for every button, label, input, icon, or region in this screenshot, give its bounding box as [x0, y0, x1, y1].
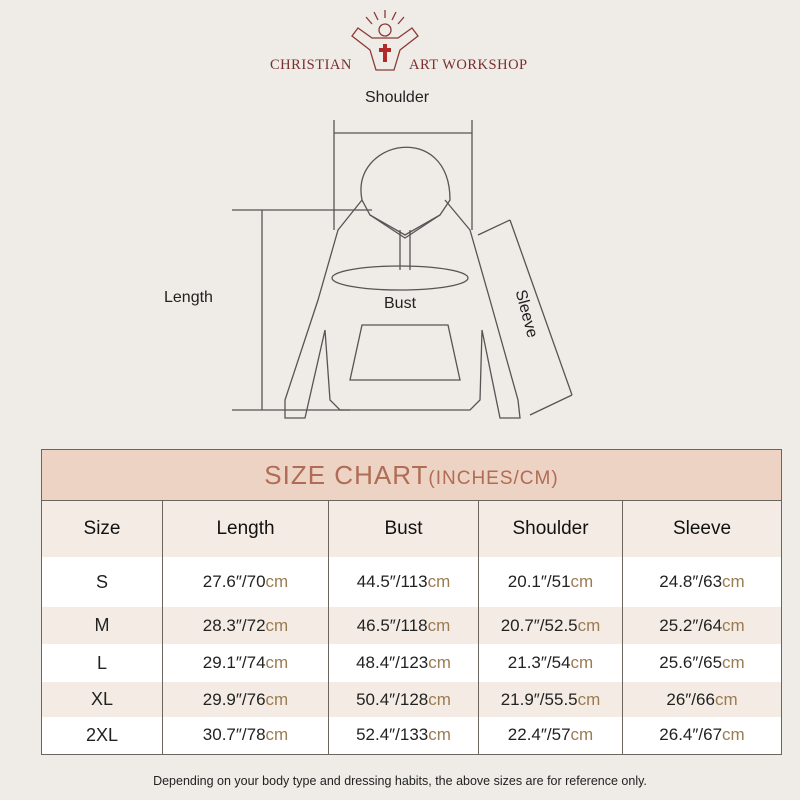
measurement-value: 20.7″/52.5 [500, 615, 578, 635]
measurement-value: 21.9″/55.5 [500, 689, 578, 709]
unit-cm: cm [722, 653, 745, 672]
unit-cm: cm [570, 725, 594, 745]
unit-cm: cm [265, 653, 289, 672]
brand-name-right: ART WORKSHOP [409, 57, 528, 73]
footer-note: Depending on your body type and dressing… [153, 774, 647, 788]
measurement-cell: 25.6″/65cm [622, 644, 782, 682]
unit-cm: cm [265, 689, 289, 709]
unit-cm: cm [265, 572, 289, 591]
measurement-cell: 30.7″/78cm [162, 717, 329, 754]
measurement-value: 25.2″/64 [659, 615, 723, 635]
measurement-cell: 52.4″/133cm [328, 717, 479, 754]
measurement-cell: 25.2″/64cm [622, 607, 782, 644]
unit-cm: cm [722, 615, 745, 635]
size-chart-table: SIZE CHART(INCHES/CM) Size Length Bust Shou… [41, 449, 782, 755]
measurement-value: 27.6″/70 [202, 572, 266, 591]
column-header: Shoulder [478, 500, 623, 557]
measurement-cell: 21.9″/55.5cm [478, 682, 623, 717]
column-header: Size [41, 500, 163, 557]
table-row: XL 29.9″/76cm 50.4″/128cm 21.9″/55.5cm 26″/6… [41, 682, 782, 717]
unit-cm: cm [570, 572, 594, 591]
table-row: L 29.1″/74cm 48.4″/123cm 21.3″/54cm 25.6″/65… [41, 644, 782, 682]
measurement-cell: 26.4″/67cm [622, 717, 782, 754]
measurement-value: 28.3″/72 [202, 615, 266, 635]
size-cell: L [41, 644, 163, 682]
measurement-cell: 48.4″/123cm [328, 644, 479, 682]
bust-label: Bust [384, 295, 417, 312]
measurement-cell: 26″/66cm [622, 682, 782, 717]
size-cell: S [41, 557, 163, 607]
measurement-value: 29.9″/76 [202, 689, 266, 709]
unit-cm: cm [428, 653, 451, 672]
shoulder-label: Shoulder [365, 89, 430, 106]
table-row: 2XL 30.7″/78cm 52.4″/133cm 22.4″/57cm 26.4″/… [41, 717, 782, 754]
measurement-value: 30.7″/78 [202, 725, 266, 745]
length-label: Length [164, 289, 213, 306]
measurement-value: 21.3″/54 [507, 653, 571, 672]
measurement-cell: 28.3″/72cm [162, 607, 329, 644]
measurement-cell: 29.9″/76cm [162, 682, 329, 717]
measurement-cell: 20.7″/52.5cm [478, 607, 623, 644]
table-row: S 27.6″/70cm 44.5″/113cm 20.1″/51cm 24.8″/63… [41, 557, 782, 607]
measurement-value: 29.1″/74 [202, 653, 266, 672]
measurement-cell: 44.5″/113cm [328, 557, 479, 607]
measurement-value: 44.5″/113 [356, 572, 428, 591]
unit-cm: cm [714, 689, 738, 709]
unit-cm: cm [577, 689, 601, 709]
unit-cm: cm [570, 653, 594, 672]
unit-cm: cm [428, 725, 451, 745]
table-row: M 28.3″/72cm 46.5″/118cm 20.7″/52.5cm 25.2″/… [41, 607, 782, 644]
unit-cm: cm [577, 615, 601, 635]
unit-cm: cm [722, 725, 745, 745]
unit-cm: cm [265, 725, 289, 745]
measurement-cell: 20.1″/51cm [478, 557, 623, 607]
column-header: Length [162, 500, 329, 557]
measurement-value: 46.5″/118 [356, 615, 428, 635]
measurement-value: 20.1″/51 [507, 572, 571, 591]
size-cell: 2XL [41, 717, 163, 754]
measurement-cell: 27.6″/70cm [162, 557, 329, 607]
christ-cross-logo-icon [351, 10, 419, 71]
brand-name-left: CHRISTIAN [270, 57, 352, 73]
column-header: Bust [328, 500, 479, 557]
unit-cm: cm [428, 689, 451, 709]
measurement-value: 22.4″/57 [507, 725, 571, 745]
column-header: Sleeve [622, 500, 782, 557]
hoodie-diagram [232, 120, 573, 419]
measurement-value: 52.4″/133 [356, 725, 429, 745]
measurement-cell: 29.1″/74cm [162, 644, 329, 682]
measurement-cell: 50.4″/128cm [328, 682, 479, 717]
measurement-value: 48.4″/123 [356, 653, 429, 672]
measurement-cell: 22.4″/57cm [478, 717, 623, 754]
measurement-value: 25.6″/65 [659, 653, 723, 672]
unit-cm: cm [427, 615, 451, 635]
measurement-value: 24.8″/63 [659, 572, 723, 591]
measurement-cell: 24.8″/63cm [622, 557, 782, 607]
brand-logo: CHRISTIAN ART WORKSHOP [0, 8, 800, 78]
unit-cm: cm [722, 572, 745, 591]
measurement-value: 26″/66 [666, 689, 715, 709]
unit-cm: cm [265, 615, 289, 635]
measurement-value: 26.4″/67 [659, 725, 723, 745]
measurement-cell: 46.5″/118cm [328, 607, 479, 644]
size-cell: XL [41, 682, 163, 717]
size-cell: M [41, 607, 163, 644]
table-title: SIZE CHART(INCHES/CM) [41, 449, 782, 501]
measurement-cell: 21.3″/54cm [478, 644, 623, 682]
measurement-value: 50.4″/128 [356, 689, 429, 709]
unit-cm: cm [427, 572, 451, 591]
